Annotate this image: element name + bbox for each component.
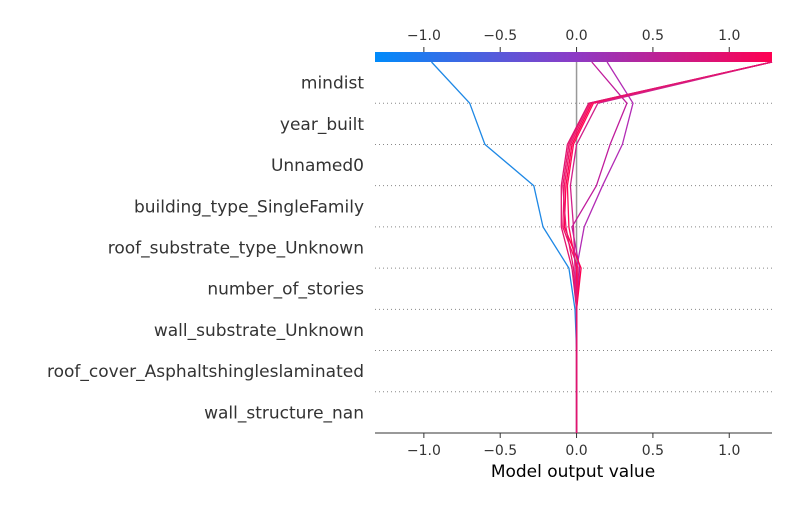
top-tick-label: −0.5: [483, 28, 517, 44]
bottom-tick-label: 0.0: [565, 443, 587, 459]
decision-line: [569, 61, 773, 433]
top-tick-label: −1.0: [407, 28, 441, 44]
colorbar: [375, 52, 772, 62]
feature-label: roof_cover_Asphaltshingleslaminated: [47, 362, 364, 382]
top-tick-label: 0.5: [642, 28, 664, 44]
top-tick-label: 1.0: [718, 28, 740, 44]
decision-line: [562, 61, 773, 433]
top-tick-label: 0.0: [565, 28, 587, 44]
feature-label: wall_substrate_Unknown: [154, 321, 364, 341]
decision-line: [562, 61, 773, 433]
decision-line: [560, 61, 773, 433]
x-axis-label: Model output value: [491, 462, 655, 482]
decision-line: [566, 61, 773, 433]
decision-line: [431, 61, 578, 433]
feature-label: roof_substrate_type_Unknown: [108, 239, 364, 259]
feature-label: number_of_stories: [207, 280, 364, 300]
feature-label: year_built: [280, 115, 364, 135]
feature-label: building_type_SingleFamily: [134, 197, 364, 217]
bottom-tick-label: 0.5: [642, 443, 664, 459]
bottom-tick-label: −1.0: [407, 443, 441, 459]
bottom-tick-label: −0.5: [483, 443, 517, 459]
feature-label: mindist: [301, 74, 364, 94]
feature-label: wall_structure_nan: [204, 403, 364, 423]
bottom-tick-label: 1.0: [718, 443, 740, 459]
decision-line: [563, 61, 773, 433]
feature-label: Unnamed0: [271, 156, 364, 176]
